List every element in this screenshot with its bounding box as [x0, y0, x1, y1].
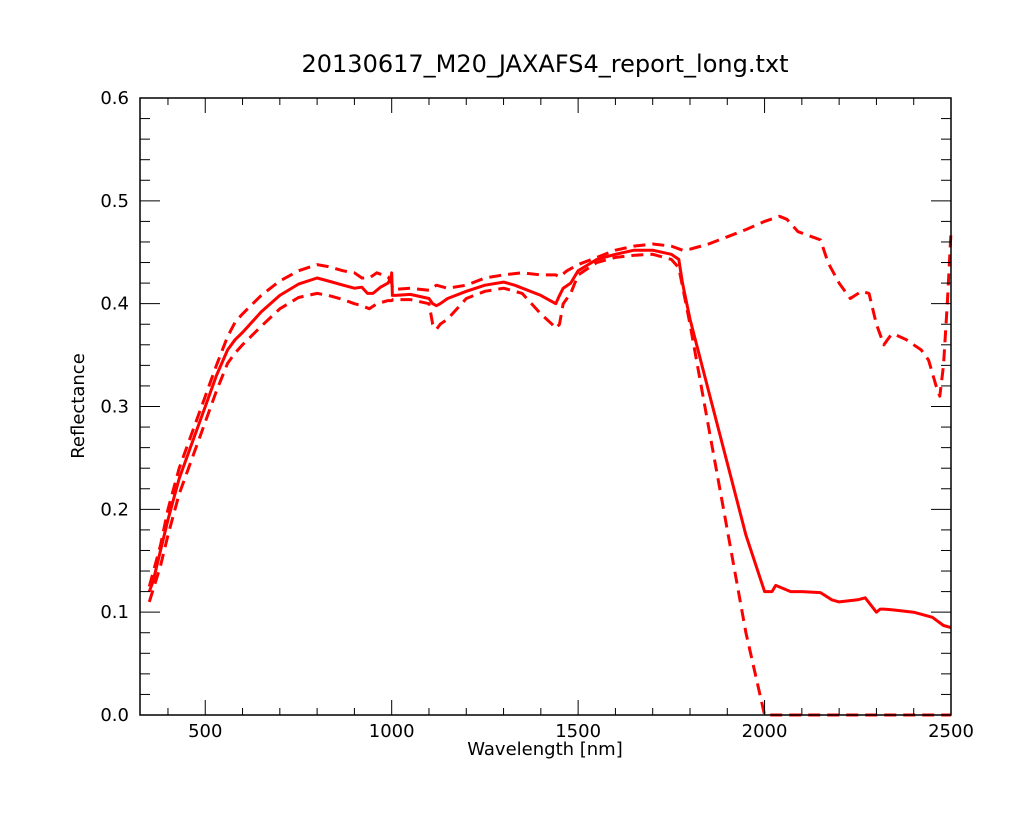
- series-line-3-dashed: [147, 252, 951, 717]
- x-tick-label: 2500: [928, 721, 974, 742]
- y-tick-label: 0.6: [100, 88, 129, 109]
- y-tick-label: 0.0: [100, 705, 129, 726]
- x-tick-label: 1000: [369, 721, 415, 742]
- y-tick-label: 0.1: [100, 602, 129, 623]
- y-tick-label: 0.2: [100, 499, 129, 520]
- series-line-1-solid: [147, 248, 952, 630]
- tick-labels: 500 1000 1500 2000 2500 0.0 0.1 0.2 0.3 0.4 0.5 0.6: [100, 88, 974, 742]
- y-tick-label: 0.4: [100, 294, 129, 315]
- y-tick-label: 0.5: [100, 191, 129, 212]
- x-tick-label: 1500: [555, 721, 601, 742]
- x-tick-label: 2000: [742, 721, 788, 742]
- ticks-layer: [140, 98, 951, 715]
- x-tick-label: 500: [188, 721, 222, 742]
- series-line-2-dashed: [147, 214, 953, 587]
- y-tick-label: 0.3: [100, 397, 129, 418]
- series-layer: [147, 214, 953, 717]
- plot-frame: [139, 97, 952, 716]
- chart-title: 20130617_M20_JAXAFS4_report_long.txt: [302, 50, 789, 78]
- x-axis-label: Wavelength [nm]: [467, 739, 623, 760]
- y-axis-label: Reflectance: [68, 353, 89, 459]
